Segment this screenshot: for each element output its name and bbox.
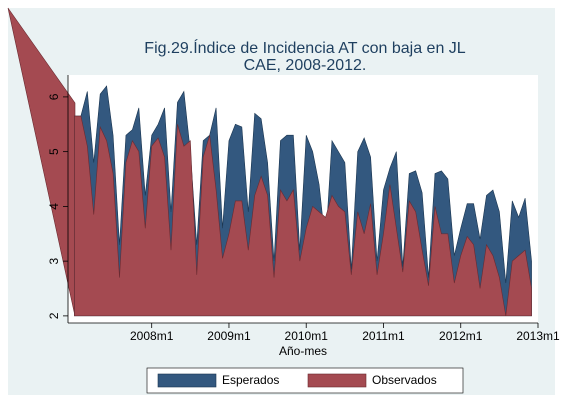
- chart-title: CAE, 2008-2012.: [244, 57, 367, 74]
- y-tick-label: 4: [47, 203, 61, 210]
- y-tick-label: 5: [47, 148, 61, 155]
- y-tick-label: 6: [47, 93, 61, 100]
- x-tick-label: 2011m1: [362, 329, 405, 343]
- legend-swatch: [157, 373, 217, 388]
- legend-swatch: [307, 373, 367, 388]
- x-tick-label: 2009m1: [207, 329, 251, 343]
- x-tick-label: 2012m1: [439, 329, 483, 343]
- chart-title: Fig.29.Índice de Incidencia AT con baja …: [144, 38, 466, 57]
- legend-label: Observados: [372, 373, 437, 387]
- legend-label: Esperados: [222, 373, 279, 387]
- x-axis-label: Año-mes: [279, 344, 327, 358]
- x-tick-label: 2008m1: [130, 329, 174, 343]
- x-tick-label: 2013m1: [516, 329, 560, 343]
- y-tick-label: 2: [47, 312, 61, 319]
- area: [74, 115, 532, 317]
- x-tick-label: 2010m1: [285, 329, 329, 343]
- y-tick-label: 3: [47, 257, 61, 264]
